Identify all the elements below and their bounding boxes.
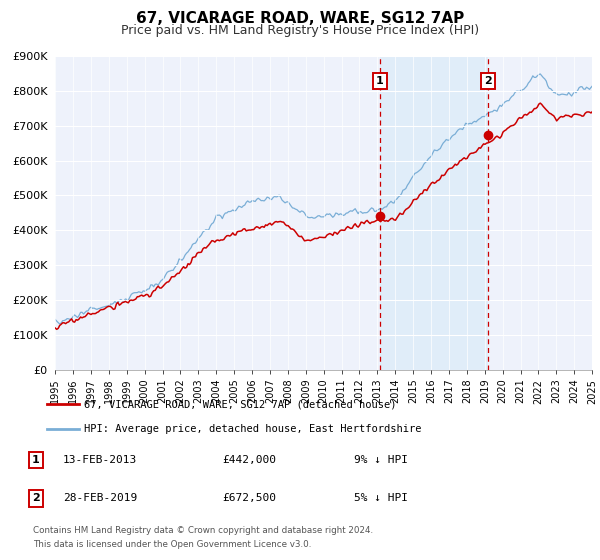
Text: 67, VICARAGE ROAD, WARE, SG12 7AP (detached house): 67, VICARAGE ROAD, WARE, SG12 7AP (detac… bbox=[84, 399, 397, 409]
Text: 2: 2 bbox=[484, 76, 491, 86]
Text: 1: 1 bbox=[376, 76, 383, 86]
Text: 28-FEB-2019: 28-FEB-2019 bbox=[63, 493, 137, 503]
Text: 1: 1 bbox=[32, 455, 40, 465]
Text: £442,000: £442,000 bbox=[222, 455, 276, 465]
Text: 9% ↓ HPI: 9% ↓ HPI bbox=[354, 455, 408, 465]
Text: 13-FEB-2013: 13-FEB-2013 bbox=[63, 455, 137, 465]
Text: 67, VICARAGE ROAD, WARE, SG12 7AP: 67, VICARAGE ROAD, WARE, SG12 7AP bbox=[136, 11, 464, 26]
Text: Price paid vs. HM Land Registry's House Price Index (HPI): Price paid vs. HM Land Registry's House … bbox=[121, 24, 479, 36]
Text: HPI: Average price, detached house, East Hertfordshire: HPI: Average price, detached house, East… bbox=[84, 424, 422, 433]
Text: This data is licensed under the Open Government Licence v3.0.: This data is licensed under the Open Gov… bbox=[33, 540, 311, 549]
Text: 2: 2 bbox=[32, 493, 40, 503]
Text: 5% ↓ HPI: 5% ↓ HPI bbox=[354, 493, 408, 503]
Bar bbox=[380, 56, 488, 370]
Text: Contains HM Land Registry data © Crown copyright and database right 2024.: Contains HM Land Registry data © Crown c… bbox=[33, 526, 373, 535]
Text: £672,500: £672,500 bbox=[222, 493, 276, 503]
